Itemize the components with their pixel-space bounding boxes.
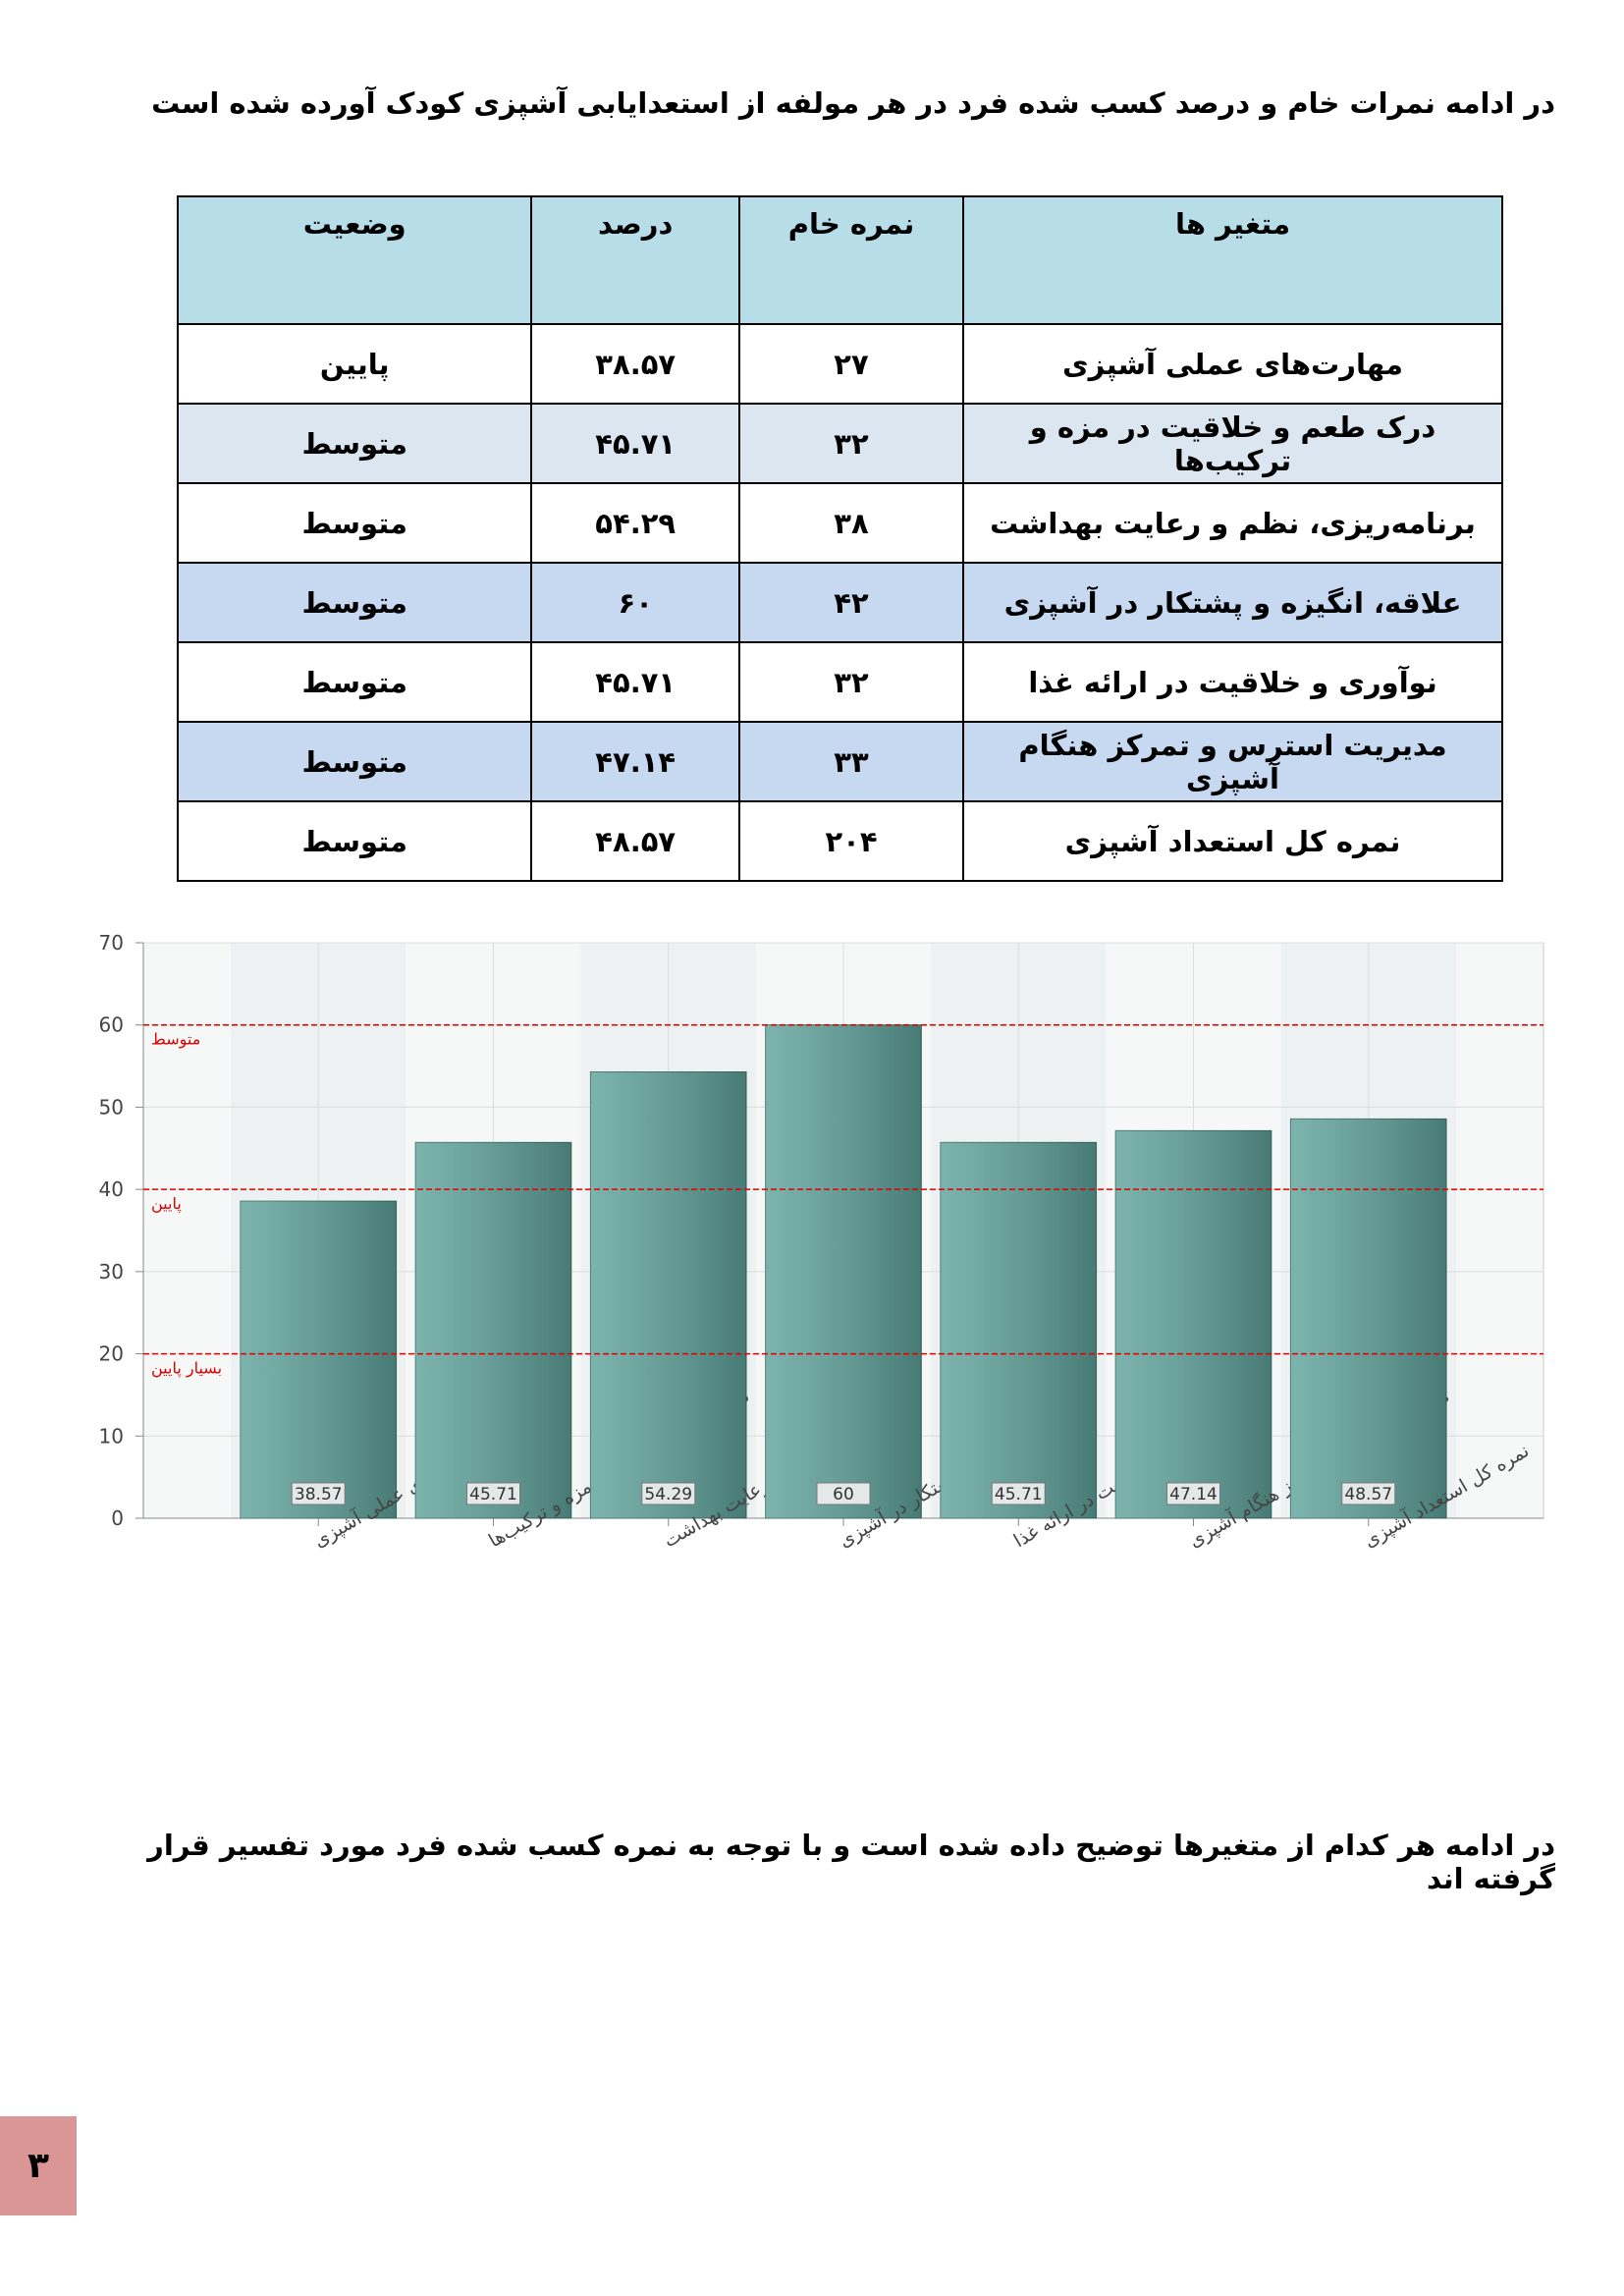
intro-text: در ادامه نمرات خام و درصد کسب شده فرد در…: [151, 86, 1555, 120]
table-cell: ۳۸: [737, 482, 965, 564]
table-cell: ۵۴.۲۹: [530, 482, 740, 564]
y-tick-label: 20: [99, 1342, 124, 1366]
table-cell: ۳۸.۵۷: [530, 323, 740, 405]
reference-label: بسیار پایین: [151, 1359, 222, 1379]
table-cell: ۴۵.۷۱: [530, 403, 740, 484]
table-cell: ۳۲: [737, 403, 965, 484]
bar-shade: [765, 1024, 922, 1518]
value-label-box: [466, 1482, 520, 1505]
table-row: مهارت‌های عملی آشپزی ۲۷ ۳۸.۵۷ پایین: [176, 323, 1503, 405]
value-label-box: [991, 1482, 1046, 1505]
bar-shade: [415, 1142, 571, 1518]
table-row: مدیریت استرس و تمرکز هنگام آشپزی ۳۳ ۴۷.۱۴ م…: [176, 721, 1503, 802]
header-cell: درصد: [530, 195, 740, 325]
value-label: 48.57: [1344, 1485, 1392, 1504]
page-number: ۳: [0, 2116, 77, 2215]
header-cell: متغیر ها: [962, 195, 1503, 325]
table-cell: ۶۰: [530, 562, 740, 643]
score-table: متغیر ها نمره خام درصد وضعیت مهارت‌های عملی …: [176, 195, 1503, 882]
header-cell: نمره خام: [737, 195, 965, 325]
table-cell: علاقه، انگیزه و پشتکار در آشپزی: [962, 562, 1503, 643]
bar-shade: [1290, 1119, 1447, 1518]
bar-shade: [940, 1142, 1097, 1518]
table-cell: نوآوری و خلاقیت در ارائه غذا: [962, 641, 1503, 723]
reference-label: پایین: [151, 1194, 182, 1214]
y-tick-label: 40: [99, 1177, 124, 1201]
value-label: 45.71: [469, 1485, 517, 1504]
y-tick-label: 60: [99, 1013, 124, 1037]
value-label-box: [291, 1482, 346, 1505]
table-cell: ۳۳: [737, 721, 965, 802]
table-cell: برنامه‌ریزی، نظم و رعایت بهداشت: [962, 482, 1503, 564]
value-label-box: [641, 1482, 696, 1505]
reference-label: متوسط: [151, 1030, 200, 1050]
table-cell: ۲۷: [737, 323, 965, 405]
table-cell: درک طعم و خلاقیت در مزه و ترکیب‌ها: [962, 403, 1503, 484]
y-tick-label: 0: [111, 1506, 124, 1530]
bar-shade: [590, 1071, 747, 1518]
table-cell: ۴۲: [737, 562, 965, 643]
value-label: 38.57: [295, 1485, 343, 1504]
value-label: 45.71: [995, 1485, 1043, 1504]
table-row: برنامه‌ریزی، نظم و رعایت بهداشت ۳۸ ۵۴.۲۹ مت…: [176, 482, 1503, 564]
table-row: درک طعم و خلاقیت در مزه و ترکیب‌ها ۳۲ ۴۵.۷…: [176, 403, 1503, 484]
table-row: علاقه، انگیزه و پشتکار در آشپزی ۴۲ ۶۰ متوسط: [176, 562, 1503, 643]
closing-text: در ادامه هر کدام از متغیرها توضیح داده ش…: [147, 1829, 1555, 1895]
y-tick-label: 10: [99, 1424, 124, 1448]
table-cell: ۴۸.۵۷: [530, 800, 740, 882]
y-tick-label: 30: [99, 1260, 124, 1284]
table-cell: متوسط: [176, 641, 533, 723]
table-row: نوآوری و خلاقیت در ارائه غذا ۳۲ ۴۵.۷۱ متوسط: [176, 641, 1503, 723]
value-label: 60: [833, 1485, 854, 1504]
table-cell: مدیریت استرس و تمرکز هنگام آشپزی: [962, 721, 1503, 802]
bar-shade: [240, 1201, 397, 1518]
table-cell: پایین: [176, 323, 533, 405]
value-label-box: [1166, 1482, 1220, 1505]
header-row: متغیر ها نمره خام درصد وضعیت: [176, 195, 1503, 325]
y-tick-label: 70: [99, 931, 124, 955]
table-cell: ۲۰۴: [737, 800, 965, 882]
bar-shade: [1115, 1130, 1272, 1518]
header-cell: وضعیت: [176, 195, 533, 325]
table-row: نمره کل استعداد آشپزی ۲۰۴ ۴۸.۵۷ متوسط: [176, 800, 1503, 882]
table-cell: متوسط: [176, 562, 533, 643]
table-cell: متوسط: [176, 403, 533, 484]
table-cell: متوسط: [176, 482, 533, 564]
table-cell: نمره کل استعداد آشپزی: [962, 800, 1503, 882]
table-cell: ۴۵.۷۱: [530, 641, 740, 723]
table-cell: متوسط: [176, 800, 533, 882]
value-label: 54.29: [644, 1485, 692, 1504]
table-cell: مهارت‌های عملی آشپزی: [962, 323, 1503, 405]
value-label: 47.14: [1169, 1485, 1218, 1504]
y-tick-label: 50: [99, 1095, 124, 1119]
table-cell: متوسط: [176, 721, 533, 802]
table-cell: ۳۲: [737, 641, 965, 723]
value-label-box: [816, 1482, 871, 1505]
table-cell: ۴۷.۱۴: [530, 721, 740, 802]
value-label-box: [1341, 1482, 1396, 1505]
